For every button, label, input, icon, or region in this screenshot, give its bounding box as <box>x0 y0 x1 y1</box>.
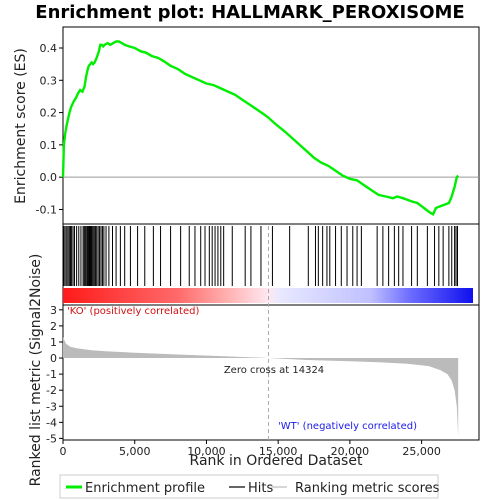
metric-axis-title: Ranked list metric (Signal2Noise) <box>28 254 44 487</box>
metric-y-tick-label: -4 <box>46 416 57 429</box>
es-y-tick-label: 0.1 <box>40 139 58 152</box>
hit-markers <box>63 226 458 286</box>
es-y-tick-label: 0.0 <box>40 171 58 184</box>
metric-y-tick-label: -5 <box>46 432 57 445</box>
metric-y-tick-label: -1 <box>46 368 57 381</box>
positive-correlation-label: 'KO' (positively correlated) <box>67 306 199 317</box>
metric-y-tick-label: 1 <box>50 336 57 349</box>
ranked-list-colorbar <box>63 288 473 303</box>
es-y-tick-label: 0.2 <box>40 107 58 120</box>
enrichment-profile-line <box>61 40 460 216</box>
x-axis-title: Rank in Ordered Dataset <box>190 453 363 469</box>
legend-metric-label: Ranking metric scores <box>295 481 440 496</box>
chart-title: Enrichment plot: HALLMARK_PEROXISOME <box>35 2 464 23</box>
es-axis-title: Enrichment score (ES) <box>13 48 29 204</box>
es-panel-frame <box>62 26 480 225</box>
metric-y-tick-label: 0 <box>50 352 57 365</box>
es-y-tick-label: -0.1 <box>36 203 57 216</box>
legend-enrichment-label: Enrichment profile <box>85 481 205 496</box>
es-y-tick-label: 0.3 <box>40 74 58 87</box>
x-tick-label: 10,000 <box>187 445 226 458</box>
negative-correlation-label: 'WT' (negatively correlated) <box>278 421 417 432</box>
legend-hits-label: Hits <box>248 481 273 496</box>
legend-box <box>59 474 439 499</box>
x-tick-label: 15,000 <box>259 445 298 458</box>
es-y-tick-label: 0.4 <box>40 42 58 55</box>
x-tick-label: 20,000 <box>331 445 370 458</box>
x-tick-label: 0 <box>60 445 67 458</box>
zero-cross-label: Zero cross at 14324 <box>224 365 324 376</box>
metric-y-ticks: -5 -4 -3 -2 -1 0 1 2 3 <box>46 304 63 445</box>
es-y-ticks: -0.1 0.0 0.1 0.2 0.3 0.4 <box>36 42 63 216</box>
x-tick-label: 5,000 <box>119 445 151 458</box>
x-tick-label: 25,000 <box>402 445 441 458</box>
metric-panel-frame <box>62 304 480 441</box>
metric-y-tick-label: -3 <box>46 400 57 413</box>
x-axis-ticks: 0 5,000 10,000 15,000 20,000 25,000 <box>60 440 441 458</box>
metric-y-tick-label: 2 <box>50 320 57 333</box>
metric-y-tick-label: 3 <box>50 304 57 317</box>
metric-y-tick-label: -2 <box>46 384 57 397</box>
